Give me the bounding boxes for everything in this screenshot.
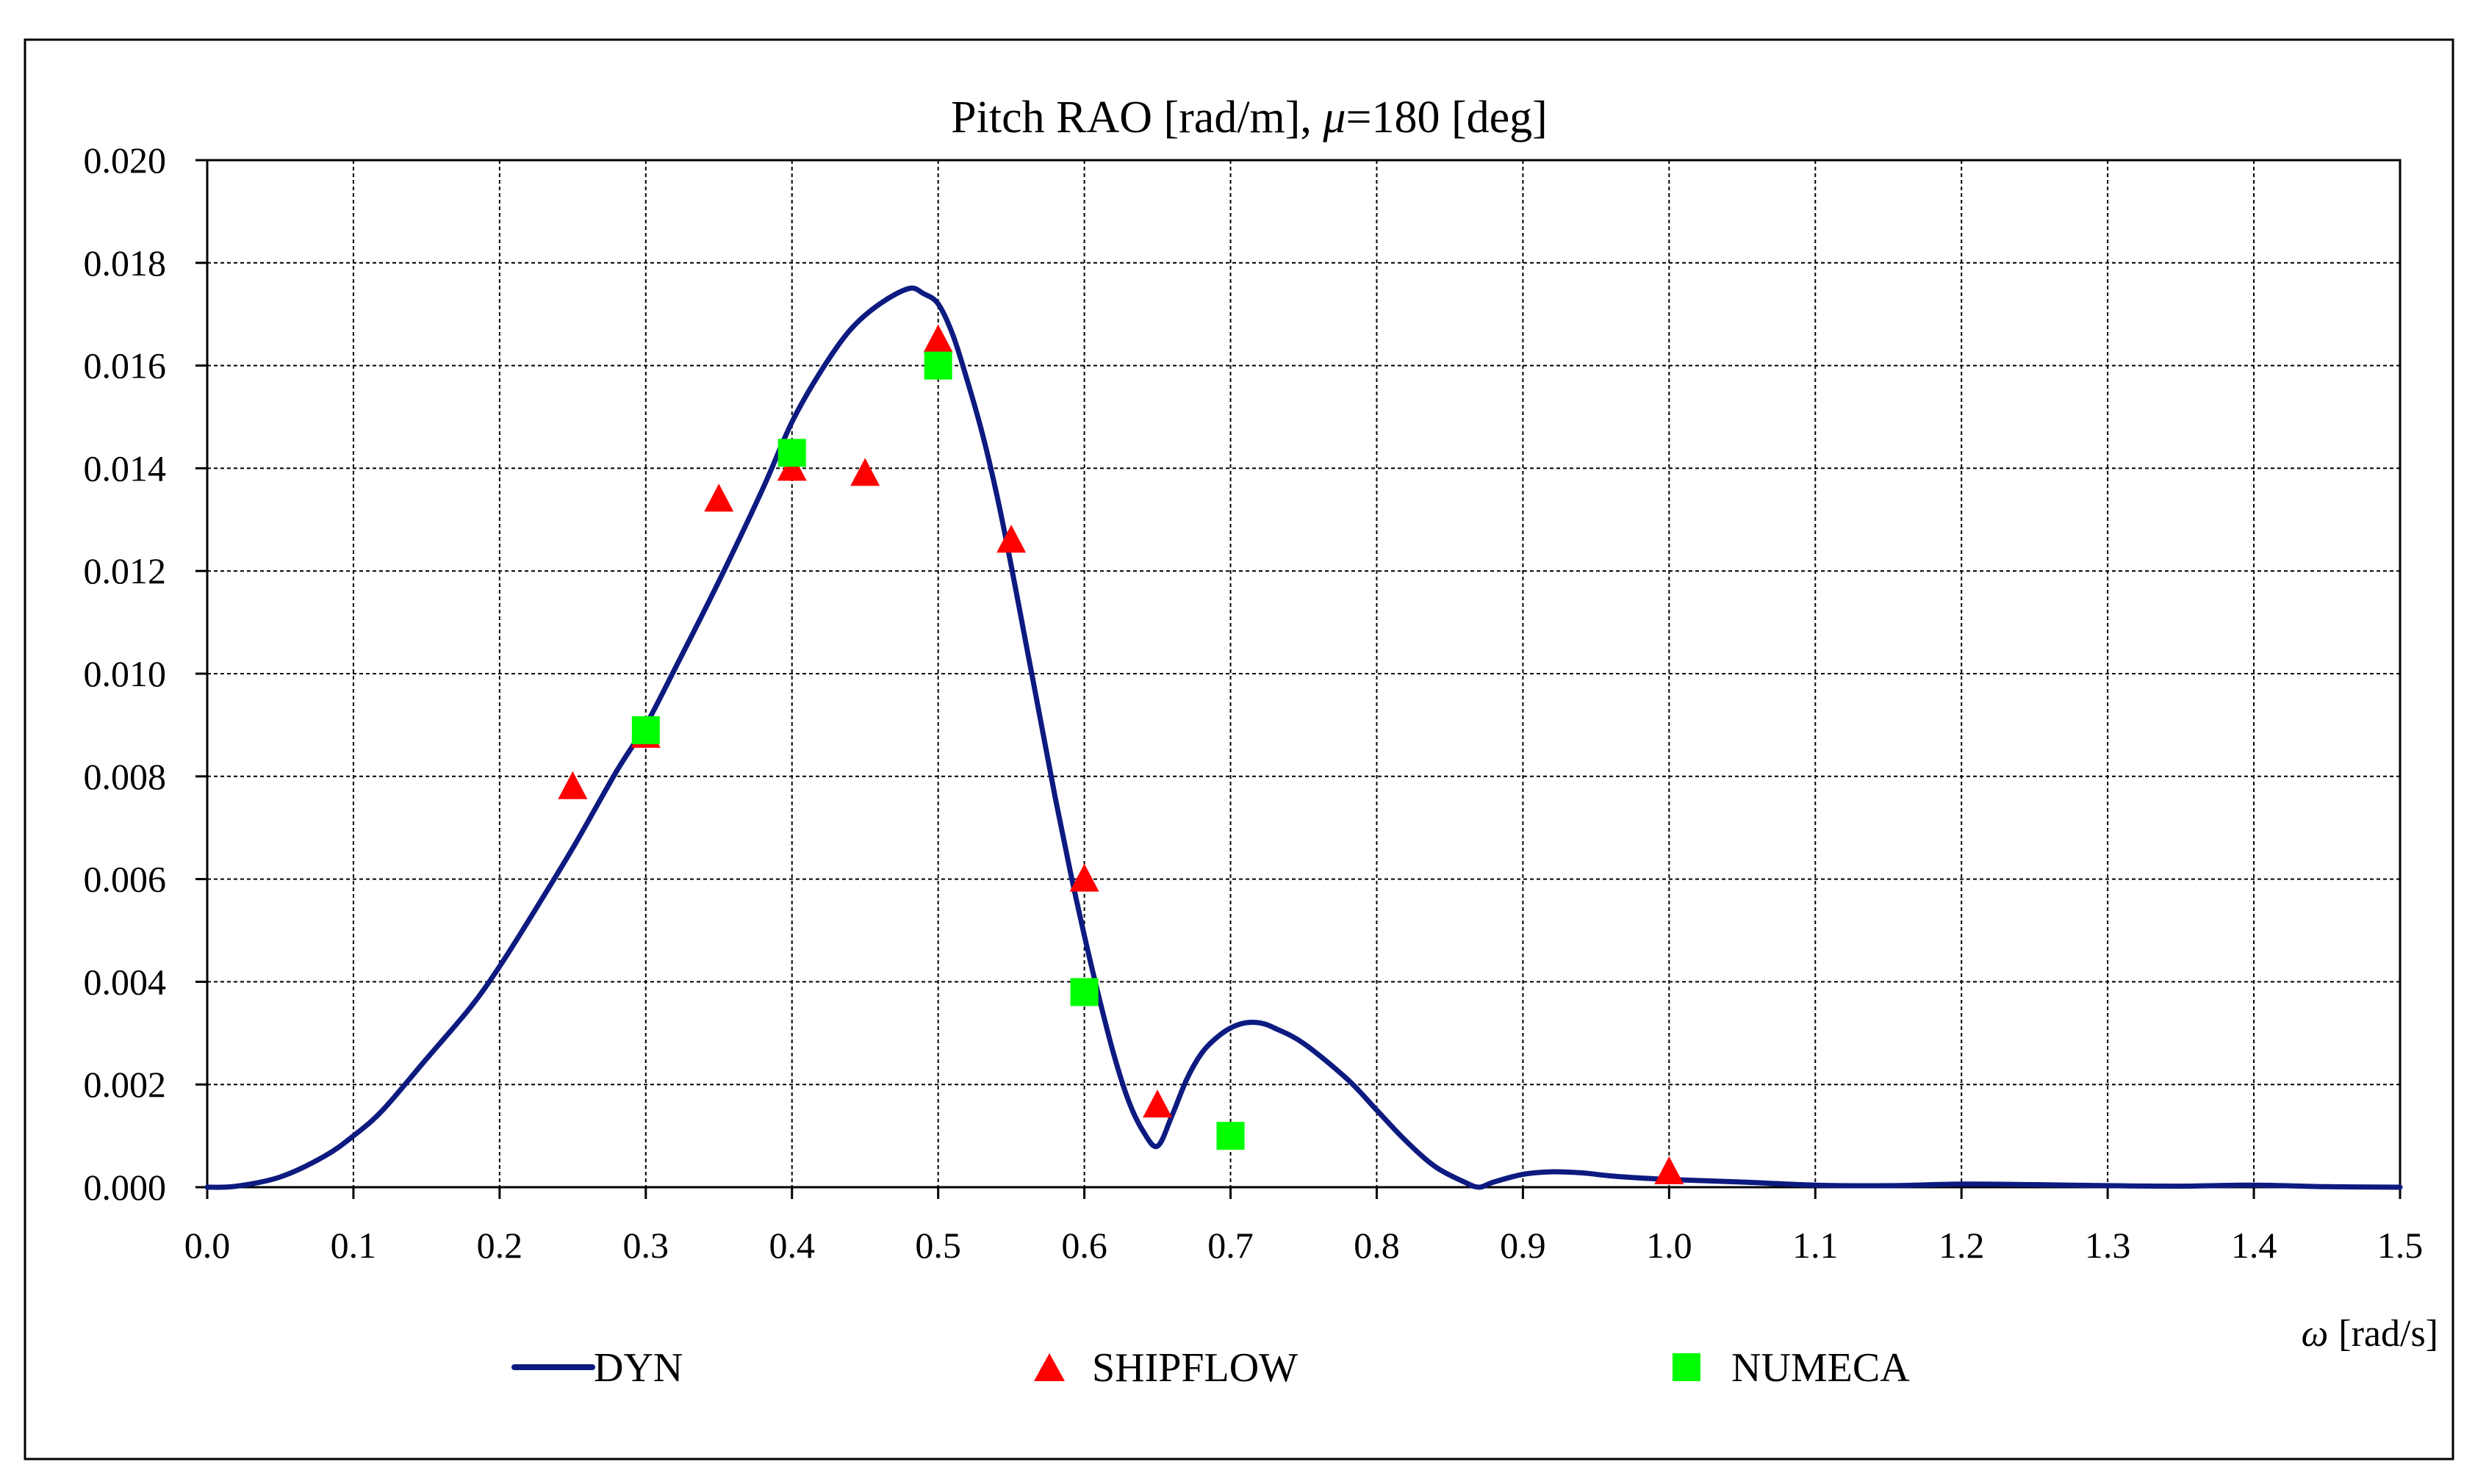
x-tick-label: 0.8 [1354, 1225, 1400, 1266]
y-tick-label: 0.002 [84, 1064, 167, 1105]
x-tick-label: 0.1 [331, 1225, 377, 1266]
shipflow-point [704, 483, 734, 512]
shipflow-point [1654, 1156, 1684, 1185]
dyn-curve [204, 285, 2403, 1190]
plot-area-border [206, 159, 2402, 1189]
x-axis-label: ω [rad/s] [2302, 1313, 2438, 1355]
shipflow-point [558, 771, 588, 799]
x-tick-label: 0.9 [1500, 1225, 1546, 1266]
legend-item-shipflow: SHIPFLOW [1034, 1345, 1298, 1391]
x-tick-label: 1.5 [2377, 1225, 2424, 1266]
y-tick-label: 0.014 [84, 447, 167, 489]
x-tick-label: 1.4 [2231, 1225, 2277, 1266]
x-tick-label: 1.0 [1646, 1225, 1692, 1266]
x-tick-label: 0.2 [477, 1225, 523, 1266]
y-tick-label: 0.008 [84, 756, 167, 797]
numeca-series [631, 351, 1245, 1150]
omega-symbol: ω [2302, 1313, 2329, 1355]
legend-shipflow-swatch [1034, 1353, 1065, 1381]
y-tick-label: 0.010 [84, 653, 167, 694]
numeca-point [631, 716, 660, 744]
legend: DYN SHIPFLOW NUMECA [511, 1345, 1910, 1391]
y-axis-ticks: 0.000 0.002 0.004 0.006 0.008 0.010 0.012 0.014… [84, 140, 207, 1208]
legend-item-dyn: DYN [511, 1345, 683, 1391]
chart-title: Pitch RAO [rad/m], μ=180 [deg] [951, 93, 1548, 143]
x-tick-label: 1.3 [2085, 1225, 2131, 1266]
shipflow-point [923, 324, 953, 353]
legend-numeca-swatch [1673, 1353, 1700, 1381]
x-tick-label: 1.1 [1792, 1225, 1839, 1266]
x-tick-label: 0.0 [184, 1225, 231, 1266]
numeca-point [924, 351, 952, 380]
numeca-point [1070, 978, 1099, 1006]
numeca-point [1216, 1122, 1245, 1150]
y-tick-label: 0.012 [84, 550, 167, 591]
y-tick-label: 0.004 [84, 961, 167, 1002]
x-tick-label: 0.3 [623, 1225, 669, 1266]
legend-numeca-label: NUMECA [1731, 1345, 1910, 1391]
x-tick-label: 0.5 [915, 1225, 961, 1266]
shipflow-point [850, 458, 880, 486]
x-tick-label: 0.4 [769, 1225, 815, 1266]
legend-shipflow-label: SHIPFLOW [1092, 1345, 1298, 1391]
shipflow-point [1069, 863, 1099, 892]
chart-title-mu: μ [1322, 93, 1346, 143]
shipflow-point [996, 525, 1027, 553]
x-tick-label: 0.7 [1207, 1225, 1254, 1266]
y-tick-label: 0.000 [84, 1167, 167, 1208]
dyn-series [204, 285, 2403, 1190]
y-tick-label: 0.016 [84, 345, 167, 386]
legend-item-numeca: NUMECA [1673, 1345, 1910, 1391]
chart-outer-frame [24, 38, 2454, 1460]
x-tick-label: 0.6 [1061, 1225, 1107, 1266]
y-tick-label: 0.006 [84, 859, 167, 900]
legend-dyn-label: DYN [594, 1345, 683, 1391]
shipflow-point [1143, 1089, 1173, 1118]
numeca-point [777, 439, 806, 467]
y-tick-label: 0.018 [84, 242, 167, 284]
x-tick-label: 1.2 [1939, 1225, 1985, 1266]
y-tick-label: 0.020 [84, 140, 167, 181]
